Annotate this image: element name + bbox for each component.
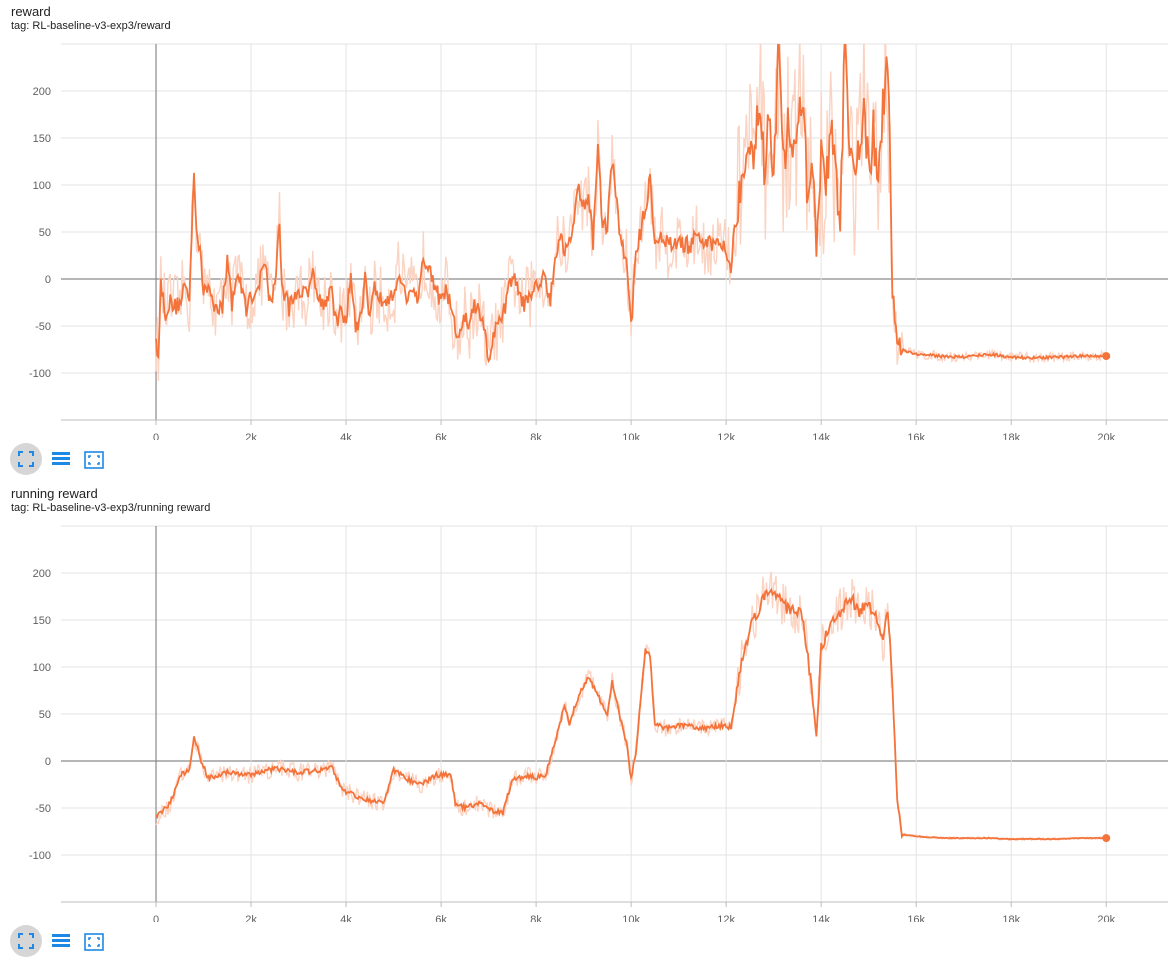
x-tick-label: 16k (907, 432, 925, 440)
x-tick-label: 8k (530, 432, 542, 440)
toggle-log-scale-button[interactable] (44, 925, 76, 957)
y-tick-label: 150 (33, 615, 51, 627)
y-tick-label: 50 (39, 227, 51, 239)
fit-domain-icon (18, 451, 34, 467)
smoothed-series-line (155, 587, 1107, 841)
x-tick-label: 20k (1097, 432, 1115, 440)
grid (61, 43, 1168, 425)
running-reward-plot[interactable]: -100 -50 0 50 100 150 200 0 2k 4k 6k 8k 10k 12k 14k 16k… (0, 482, 1168, 922)
expand-button[interactable] (76, 925, 108, 957)
y-tick-label: 200 (33, 86, 51, 98)
expand-icon (84, 451, 104, 469)
x-tick-label: 4k (340, 432, 352, 440)
chart-toolbar (10, 925, 110, 957)
x-tick-label: 0 (153, 914, 159, 922)
y-tick-label: 100 (33, 180, 51, 192)
x-tick-label: 2k (245, 432, 257, 440)
expand-icon (84, 933, 104, 951)
y-tick-label: 100 (33, 662, 51, 674)
series-end-point (1102, 352, 1111, 361)
smoothed-series-line (155, 44, 1107, 364)
x-tick-label: 2k (245, 914, 257, 922)
y-tick-label: -50 (35, 321, 51, 333)
y-tick-label: 0 (45, 756, 51, 768)
chart-title: reward (11, 4, 51, 19)
grid (61, 525, 1168, 907)
x-tick-label: 8k (530, 914, 542, 922)
chart-tag: tag: RL-baseline-v3-exp3/running reward (11, 502, 211, 514)
x-tick-label: 4k (340, 914, 352, 922)
x-tick-label: 20k (1097, 914, 1115, 922)
fit-domain-icon (18, 933, 34, 949)
x-tick-label: 18k (1002, 432, 1020, 440)
y-tick-label: 200 (33, 568, 51, 580)
x-tick-label: 12k (717, 914, 735, 922)
toggle-log-scale-icon (52, 934, 70, 947)
fit-domain-button[interactable] (10, 443, 42, 475)
chart-tag: tag: RL-baseline-v3-exp3/reward (11, 20, 171, 32)
y-tick-label: -100 (29, 850, 51, 862)
x-tick-label: 14k (812, 432, 830, 440)
series-end-point (1102, 834, 1111, 843)
y-tick-label: 0 (45, 274, 51, 286)
x-tick-label: 10k (622, 914, 640, 922)
expand-button[interactable] (76, 443, 108, 475)
toggle-log-scale-icon (52, 452, 70, 465)
y-tick-label: 150 (33, 133, 51, 145)
toggle-log-scale-button[interactable] (44, 443, 76, 475)
y-tick-label: 50 (39, 709, 51, 721)
reward-plot[interactable]: -100 -50 0 50 100 150 200 0 2k 4k 6k 8k 10k 12k 14k 16k… (0, 0, 1168, 440)
y-tick-label: -50 (35, 803, 51, 815)
x-tick-label: 6k (435, 432, 447, 440)
x-tick-label: 16k (907, 914, 925, 922)
chart-toolbar (10, 443, 110, 475)
fit-domain-button[interactable] (10, 925, 42, 957)
x-tick-label: 0 (153, 432, 159, 440)
x-tick-label: 14k (812, 914, 830, 922)
y-tick-label: -100 (29, 368, 51, 380)
chart-title: running reward (11, 486, 98, 501)
x-tick-label: 6k (435, 914, 447, 922)
x-tick-label: 12k (717, 432, 735, 440)
x-tick-label: 10k (622, 432, 640, 440)
x-tick-label: 18k (1002, 914, 1020, 922)
